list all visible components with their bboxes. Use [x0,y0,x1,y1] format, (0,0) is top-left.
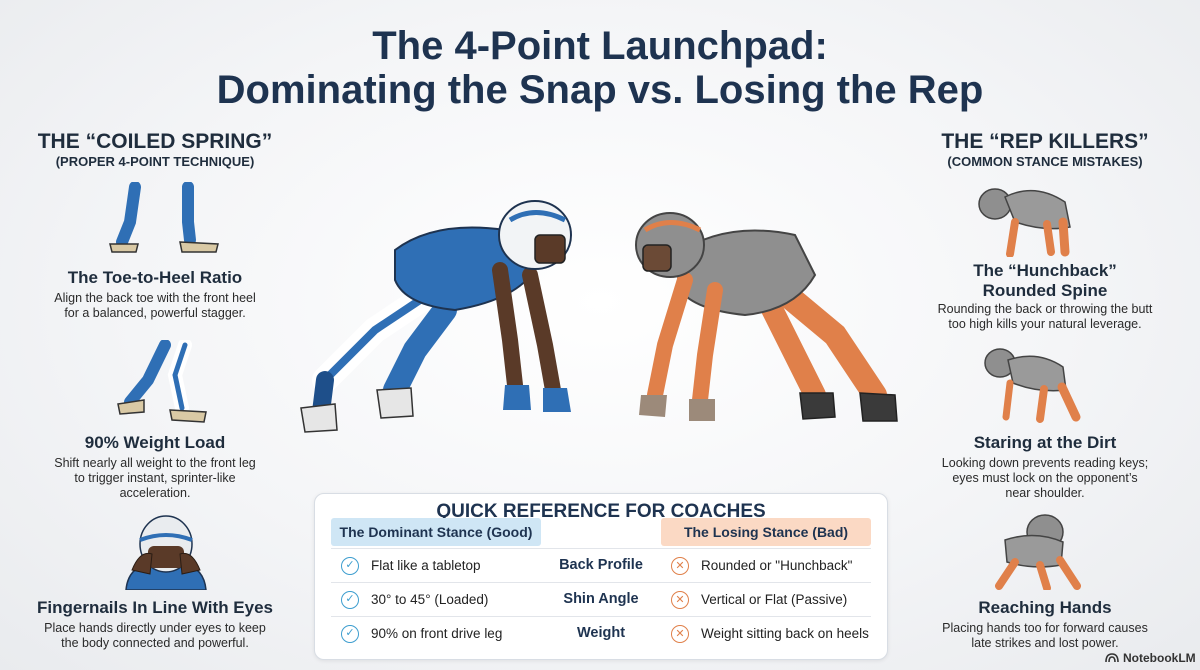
check-circle-icon: ✓ [341,624,359,643]
right-item-2-desc-2: eyes must lock on the opponent’s [952,471,1138,485]
right-item-1-desc-1: Rounding the back or throwing the butt [937,302,1153,316]
left-item-2-desc-3: acceleration. [119,486,191,500]
right-item-3-desc-1: Placing hands too for forward causes [942,621,1148,635]
right-item-1-title-2: Rounded Spine [982,281,1108,300]
right-item-3-title: Reaching Hands [978,598,1112,617]
table-row: ✓ Flat like a tabletop Back Profile ✕ Roun… [331,548,871,582]
staring-down-player-illustration [984,348,1081,423]
notebooklm-logo-icon [1105,653,1119,663]
row-label: Weight [576,625,626,641]
right-item-1-title-1: The “Hunchback” [973,261,1117,280]
right-item-2-title: Staring at the Dirt [973,433,1117,452]
bad-stance-player-illustration [635,212,898,422]
left-item-3-desc-2: the body connected and powerful. [61,636,249,650]
check-circle-icon: ✓ [341,556,359,575]
right-item-1-desc-2: too high kills your natural leverage. [948,317,1142,331]
right-item-2-desc-1: Looking down prevents reading keys; [941,456,1149,470]
good-cell: Flat like a tabletop [371,558,481,573]
stagger-legs-illustration [109,182,219,253]
right-item-3-desc-2: late strikes and lost power. [971,636,1119,650]
row-label: Back Profile [559,557,643,573]
right-section-subheading: (COMMON STANCE MISTAKES) [947,154,1143,169]
x-circle-icon: ✕ [671,624,689,643]
right-item-2-desc-3: near shoulder. [1005,486,1085,500]
left-item-1-desc-1: Align the back toe with the front heel [54,291,256,305]
page-title-line2: Dominating the Snap vs. Losing the Rep [216,68,984,112]
row-label: Shin Angle [563,591,639,607]
helmet-hands-illustration [125,515,207,590]
weight-load-legs-illustration [117,340,207,423]
page-title-line1: The 4-Point Launchpad: [372,24,828,68]
brand-label: NotebookLM [1123,651,1196,665]
bad-stance-header: The Losing Stance (Bad) [661,518,871,546]
bad-cell: Rounded or "Hunchback" [701,558,853,573]
reaching-hands-player-illustration [995,514,1081,590]
good-cell: 30° to 45° (Loaded) [371,592,489,607]
hunchback-player-illustration [978,188,1071,257]
good-stance-player-illustration [300,200,572,433]
table-row: ✓ 90% on front drive leg Weight ✕ Weight s… [331,616,871,650]
quick-reference-title: QUICK REFERENCE FOR COACHES [436,501,766,522]
good-cell: 90% on front drive leg [371,626,503,641]
right-section-heading: THE “REP KILLERS” [941,130,1149,153]
left-item-3-title: Fingernails In Line With Eyes [37,598,273,617]
bad-cell: Weight sitting back on heels [701,626,869,641]
table-row: ✓ 30° to 45° (Loaded) Shin Angle ✕ Vertica… [331,582,871,616]
left-section-heading: THE “COILED SPRING” [37,130,273,153]
left-item-3-desc-1: Place hands directly under eyes to keep [44,621,266,635]
x-circle-icon: ✕ [671,590,689,609]
left-item-1-title: The Toe-to-Heel Ratio [67,268,243,287]
left-item-2-desc-2: to trigger instant, sprinter-like [74,471,236,485]
bad-cell: Vertical or Flat (Passive) [701,592,848,607]
left-section-subheading: (PROPER 4-POINT TECHNIQUE) [55,154,255,169]
left-item-1-desc-2: for a balanced, powerful stagger. [64,306,246,320]
left-item-2-desc-1: Shift nearly all weight to the front leg [54,456,256,470]
check-circle-icon: ✓ [341,590,359,609]
quick-reference-card: QUICK REFERENCE FOR COACHES The Dominant… [314,493,888,660]
notebooklm-brand: NotebookLM [1105,651,1196,665]
x-circle-icon: ✕ [671,556,689,575]
left-item-2-title: 90% Weight Load [84,433,226,452]
good-stance-header: The Dominant Stance (Good) [331,518,541,546]
